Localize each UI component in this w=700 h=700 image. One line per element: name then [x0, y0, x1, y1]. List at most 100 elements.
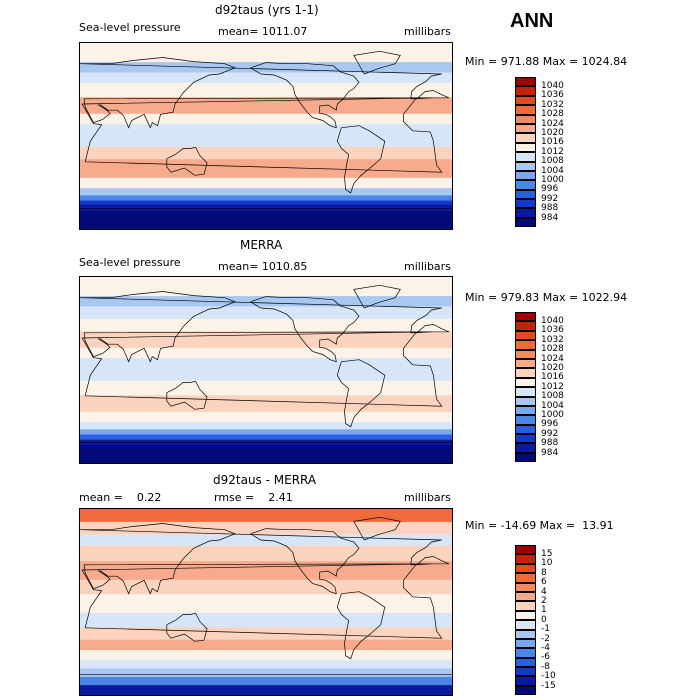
- colorbar-level-label: 992: [541, 428, 559, 439]
- colorbar-level-label: 1004: [541, 400, 564, 411]
- colorbar-swatch: [515, 199, 536, 209]
- field-band: [80, 380, 452, 396]
- colorbar-swatch: [515, 161, 536, 171]
- coastline: [250, 296, 360, 363]
- panel2-map: [79, 276, 453, 464]
- colorbar-level-label: 1028: [541, 109, 564, 120]
- colorbar-level-label: 1000: [541, 174, 564, 185]
- colorbar-swatch: [515, 620, 536, 630]
- panel1-field-label: Sea-level pressure: [79, 21, 181, 34]
- colorbar-level-label: 1008: [541, 391, 564, 402]
- colorbar-swatch: [515, 340, 536, 350]
- panel1-colorbar: 1040 1036 1032 1028 1024 1020 1016 1012 1008 1004…: [515, 77, 564, 228]
- colorbar-level-label: 1016: [541, 372, 564, 383]
- colorbar-swatch: [515, 676, 536, 686]
- field-band: [80, 187, 452, 196]
- field-band: [80, 71, 452, 83]
- panel2-field-label: Sea-level pressure: [79, 256, 181, 269]
- colorbar-swatch: [515, 105, 536, 115]
- field-band: [80, 659, 452, 669]
- field-band: [80, 509, 452, 522]
- colorbar-level-label: -6: [541, 652, 550, 663]
- panel1-units: millibars: [404, 25, 451, 38]
- field-band: [80, 210, 452, 229]
- colorbar-swatch: [515, 685, 536, 696]
- colorbar-level-label: -4: [541, 642, 550, 653]
- panel1-map: [79, 42, 453, 230]
- colorbar-swatch: [515, 582, 536, 592]
- field-band: [80, 357, 452, 381]
- colorbar-swatch: [515, 667, 536, 677]
- field-band: [80, 533, 452, 546]
- colorbar-swatch: [515, 77, 536, 87]
- coastline: [81, 331, 443, 407]
- panel1-minmax: Min = 971.88 Max = 1024.84: [465, 55, 628, 68]
- colorbar-level-label: 984: [541, 212, 559, 223]
- field-band: [80, 676, 452, 686]
- colorbar-swatch: [515, 657, 536, 668]
- colorbar-level-label: 1004: [541, 165, 564, 176]
- colorbar-level-label: 996: [541, 184, 559, 195]
- colorbar-level-label: 4: [541, 586, 547, 597]
- field-band: [80, 684, 452, 695]
- colorbar-swatch: [515, 396, 536, 406]
- colorbar-swatch: [515, 368, 536, 378]
- field-band: [80, 204, 452, 211]
- panel2-minmax: Min = 979.83 Max = 1022.94: [465, 291, 628, 304]
- colorbar-swatch: [515, 377, 536, 388]
- coastline: [336, 125, 386, 194]
- field-band: [80, 434, 452, 440]
- colorbar-swatch: [515, 152, 536, 162]
- colorbar-swatch: [515, 312, 536, 322]
- field-band: [80, 421, 452, 430]
- field-band: [80, 318, 452, 332]
- colorbar-level-label: 0: [541, 614, 547, 625]
- panel3-units: millibars: [404, 491, 451, 504]
- colorbar-swatch: [515, 170, 536, 181]
- panel2-mean: mean= 1010.85: [218, 260, 308, 273]
- field-band: [80, 411, 452, 423]
- field-band: [80, 330, 452, 348]
- colorbar-swatch: [515, 358, 536, 369]
- colorbar-level-label: 992: [541, 193, 559, 204]
- field-band: [80, 61, 452, 73]
- coastline: [353, 284, 401, 309]
- coastline: [81, 563, 443, 639]
- colorbar-swatch: [515, 545, 536, 555]
- coastline: [80, 523, 450, 595]
- field-band: [80, 200, 452, 205]
- colorbar-level-label: 1020: [541, 362, 564, 373]
- field-band: [80, 194, 452, 201]
- coastline: [336, 359, 386, 428]
- colorbar-level-label: 1012: [541, 381, 564, 392]
- colorbar-level-label: 1020: [541, 127, 564, 138]
- coastline: [80, 291, 450, 363]
- panel3-mean: mean = 0.22: [79, 491, 162, 504]
- colorbar-level-label: 1036: [541, 90, 564, 101]
- field-band: [80, 158, 452, 178]
- colorbar-level-label: 10: [541, 558, 553, 569]
- colorbar-level-label: 6: [541, 577, 547, 588]
- colorbar-level-label: 988: [541, 203, 559, 214]
- field-band: [80, 347, 452, 359]
- coastline: [353, 516, 401, 541]
- field-band: [80, 43, 452, 63]
- colorbar-swatch: [515, 563, 536, 574]
- panel2-title: MERRA: [240, 238, 283, 252]
- field-band: [80, 177, 452, 189]
- field-band: [80, 649, 452, 661]
- colorbar-swatch: [515, 610, 536, 621]
- field-band: [80, 82, 452, 98]
- colorbar-swatch: [515, 405, 536, 416]
- colorbar-level-label: 8: [541, 567, 547, 578]
- field-band: [80, 277, 452, 297]
- colorbar-level-label: -1: [541, 624, 550, 635]
- colorbar-swatch: [515, 424, 536, 435]
- field-band: [80, 444, 452, 463]
- panel2-units: millibars: [404, 260, 451, 273]
- colorbar-swatch: [515, 133, 536, 143]
- coastline: [250, 528, 360, 595]
- panel3-map: [79, 508, 453, 696]
- field-band: [80, 639, 452, 651]
- panel3-minmax: Min = -14.69 Max = 13.91: [465, 519, 614, 532]
